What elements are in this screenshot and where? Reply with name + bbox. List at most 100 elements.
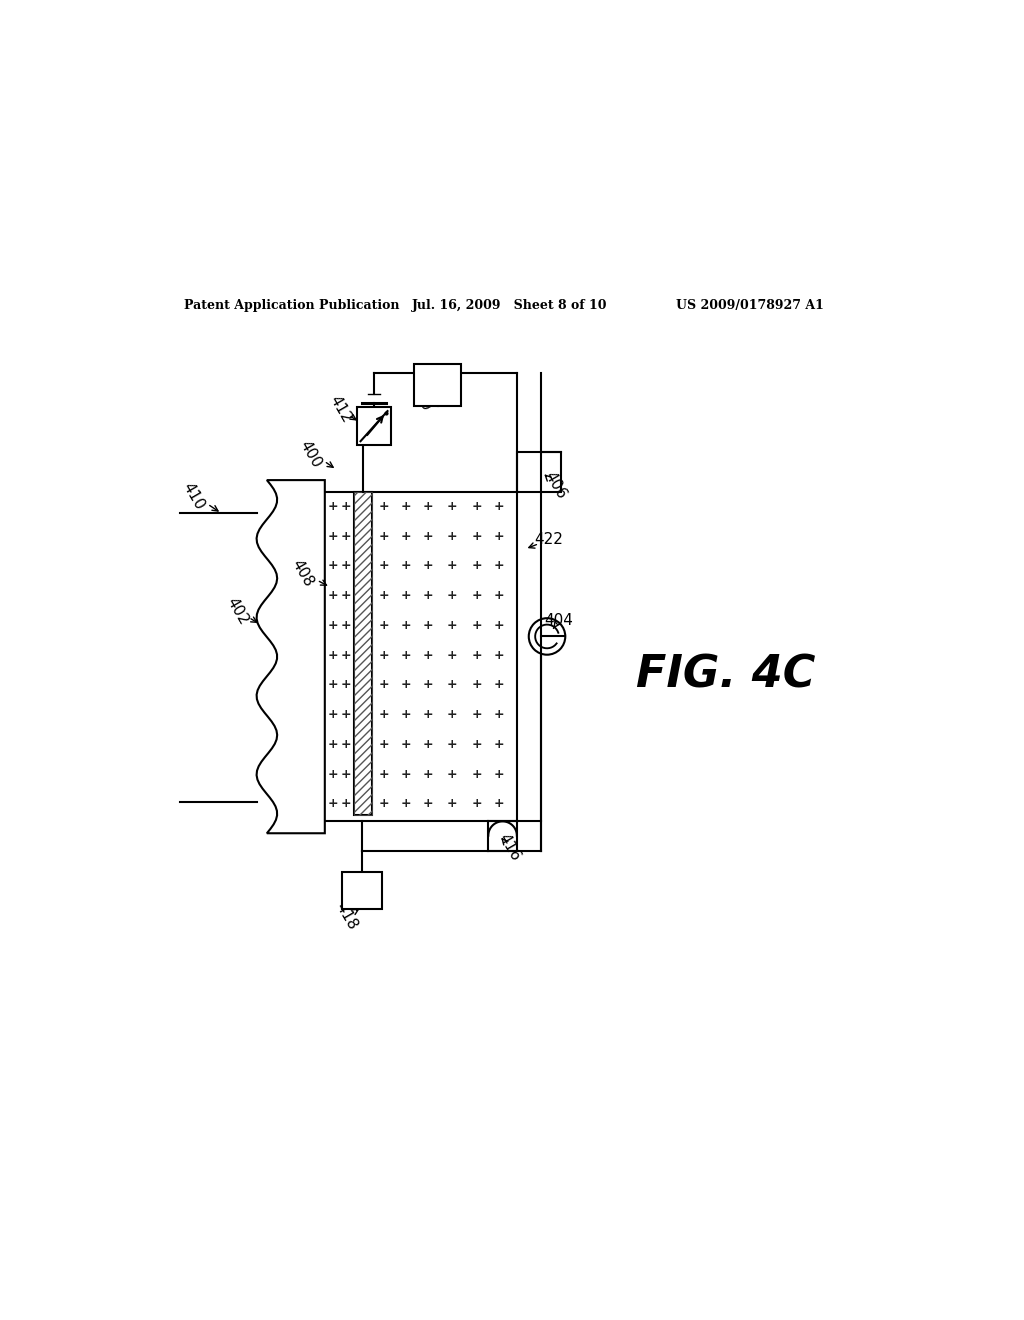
Text: +: + [340, 619, 351, 632]
Text: +: + [472, 678, 482, 692]
Text: +: + [400, 589, 411, 602]
Text: +: + [400, 708, 411, 721]
Text: +: + [328, 797, 338, 810]
Text: 412: 412 [327, 393, 353, 426]
Text: +: + [328, 500, 338, 512]
Text: +: + [400, 678, 411, 692]
Text: +: + [328, 560, 338, 573]
Text: +: + [328, 529, 338, 543]
Text: +: + [446, 797, 457, 810]
Text: 416: 416 [496, 832, 522, 863]
Text: +: + [378, 768, 389, 780]
Text: 400: 400 [297, 438, 325, 470]
Text: +: + [446, 560, 457, 573]
Text: +: + [328, 648, 338, 661]
Text: +: + [328, 768, 338, 780]
Text: 410: 410 [179, 479, 207, 512]
Text: +: + [423, 619, 433, 632]
Text: +: + [495, 797, 505, 810]
Text: +: + [472, 708, 482, 721]
Text: +: + [495, 738, 505, 751]
Text: +: + [328, 678, 338, 692]
Polygon shape [257, 480, 325, 833]
Text: +: + [423, 797, 433, 810]
Text: 406: 406 [542, 470, 568, 502]
Text: +: + [423, 708, 433, 721]
Text: +: + [378, 708, 389, 721]
Text: +: + [400, 738, 411, 751]
Text: +: + [446, 678, 457, 692]
Bar [323, 492, 517, 821]
Text: +: + [446, 589, 457, 602]
Text: +: + [378, 619, 389, 632]
Bar [357, 407, 391, 445]
Text: US 2009/0178927 A1: US 2009/0178927 A1 [676, 300, 823, 312]
Bar [517, 453, 560, 492]
Text: +: + [400, 648, 411, 661]
Text: +: + [472, 619, 482, 632]
Text: 402: 402 [224, 595, 251, 627]
Text: +: + [423, 560, 433, 573]
Text: +: + [495, 768, 505, 780]
Text: +: + [446, 768, 457, 780]
Text: +: + [446, 648, 457, 661]
Text: +: + [472, 589, 482, 602]
Text: +: + [495, 500, 505, 512]
Text: +: + [423, 648, 433, 661]
Text: 422: 422 [535, 532, 563, 546]
Text: +: + [472, 738, 482, 751]
Text: +: + [340, 738, 351, 751]
Text: +: + [423, 500, 433, 512]
Text: +: + [378, 738, 389, 751]
Text: +: + [472, 797, 482, 810]
Text: +: + [340, 560, 351, 573]
Text: +: + [378, 589, 389, 602]
Text: +: + [423, 589, 433, 602]
Text: 420: 420 [407, 380, 434, 413]
Text: +: + [400, 529, 411, 543]
Text: +: + [340, 589, 351, 602]
Text: +: + [378, 678, 389, 692]
Text: +: + [400, 619, 411, 632]
Text: +: + [472, 768, 482, 780]
Text: +: + [378, 648, 389, 661]
Text: +: + [340, 529, 351, 543]
Text: 408: 408 [289, 557, 316, 589]
Text: +: + [495, 589, 505, 602]
Text: +: + [423, 529, 433, 543]
Text: +: + [472, 500, 482, 512]
Text: +: + [495, 648, 505, 661]
Text: +: + [423, 738, 433, 751]
Text: +: + [446, 500, 457, 512]
Text: +: + [446, 619, 457, 632]
Text: +: + [340, 678, 351, 692]
Text: +: + [340, 648, 351, 661]
Text: +: + [328, 738, 338, 751]
Text: +: + [446, 708, 457, 721]
Text: +: + [378, 529, 389, 543]
Text: +: + [495, 708, 505, 721]
Text: +: + [495, 619, 505, 632]
Text: FIG. 4C: FIG. 4C [636, 653, 815, 696]
Text: +: + [423, 768, 433, 780]
Text: +: + [328, 619, 338, 632]
Text: +: + [472, 529, 482, 543]
Text: +: + [472, 560, 482, 573]
Text: Jul. 16, 2009   Sheet 8 of 10: Jul. 16, 2009 Sheet 8 of 10 [412, 300, 607, 312]
Text: +: + [378, 560, 389, 573]
Text: +: + [340, 500, 351, 512]
Text: +: + [340, 768, 351, 780]
Bar [354, 492, 372, 814]
Text: +: + [340, 797, 351, 810]
Bar [354, 492, 372, 814]
Text: 404: 404 [545, 612, 573, 628]
Text: +: + [400, 768, 411, 780]
Text: +: + [472, 648, 482, 661]
Text: +: + [400, 500, 411, 512]
Text: +: + [495, 529, 505, 543]
Text: +: + [495, 560, 505, 573]
Text: +: + [378, 797, 389, 810]
Text: +: + [446, 529, 457, 543]
Text: +: + [400, 560, 411, 573]
Text: 418: 418 [333, 900, 360, 933]
